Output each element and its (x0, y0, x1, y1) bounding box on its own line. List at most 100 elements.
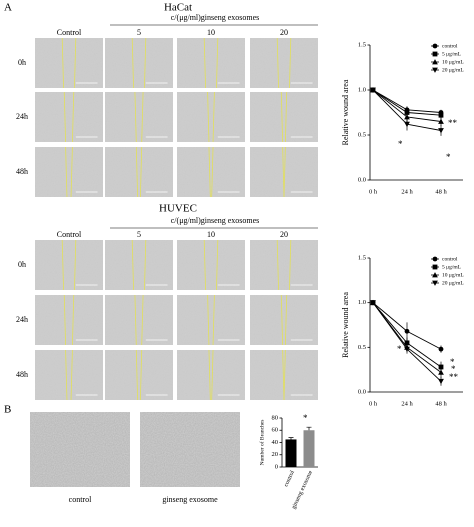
wound-edge (70, 349, 73, 401)
micrograph-texture (177, 147, 245, 197)
row-label: 48h (16, 167, 28, 176)
y-tick-label: 1.5 (358, 254, 366, 261)
row-label: 0h (18, 260, 26, 269)
wound-edge (63, 91, 66, 143)
micrograph-texture (177, 92, 245, 142)
significance-mark: ** (449, 372, 459, 382)
legend-marker (432, 67, 438, 73)
bar (285, 439, 297, 467)
legend-label: 20 μg/mL (442, 280, 464, 286)
y-tick-label: 60 (272, 427, 279, 434)
wound-edge (139, 146, 143, 198)
significance-mark: * (303, 413, 308, 423)
marker (438, 378, 444, 385)
wound-edge (280, 91, 284, 143)
marker (404, 114, 410, 120)
wound-edge (282, 349, 285, 401)
marker (370, 300, 376, 306)
wound-edge (276, 37, 279, 89)
x-tick-label: 0 h (369, 188, 378, 195)
wound-edge (61, 37, 64, 89)
wound-edge (61, 239, 64, 291)
wound-edge (139, 349, 143, 401)
wound-edge (72, 294, 75, 346)
legend-marker (432, 280, 438, 286)
micrograph-texture (105, 295, 173, 345)
y-axis-label: Number of Branches (258, 420, 265, 466)
wound-edge (284, 91, 288, 143)
legend-label: 5 μg/mL (442, 264, 462, 270)
marker (438, 369, 444, 375)
column-label: 5 (137, 28, 141, 37)
wound-edge (203, 239, 206, 291)
wound-edge (207, 294, 210, 346)
wound-edge (284, 294, 288, 346)
legend-marker (432, 256, 438, 262)
micrograph-texture (105, 38, 173, 88)
legend-marker (432, 272, 438, 278)
micrograph-texture (250, 295, 318, 345)
y-tick-label: 1.0 (358, 86, 366, 93)
group-title: HaCat (164, 2, 192, 14)
micrograph-texture (177, 295, 245, 345)
wound-edge (280, 294, 284, 346)
wound-edge (207, 91, 210, 143)
bar (303, 430, 315, 467)
wound-edge (276, 239, 279, 291)
wound-edge (135, 349, 139, 401)
x-tick-label: 48 h (435, 188, 447, 195)
wound-edge (63, 294, 66, 346)
wound-edge (141, 294, 144, 346)
x-tick-label: 24 h (401, 188, 413, 195)
wound-edge (131, 239, 134, 291)
micrograph-texture (30, 412, 130, 487)
marker (404, 328, 410, 334)
x-tick-label: 48 h (435, 400, 447, 407)
wound-edge (72, 91, 75, 143)
micrograph-texture (35, 92, 103, 142)
wound-edge (212, 294, 215, 346)
wound-edge (74, 37, 77, 89)
legend-label: 10 μg/mL (442, 272, 464, 278)
wound-edge (216, 37, 219, 89)
column-label: 5 (137, 230, 141, 239)
wound-edge (131, 37, 134, 89)
column-label: 10 (207, 28, 215, 37)
micrograph-texture (35, 38, 103, 88)
wound-edge (144, 37, 147, 89)
y-tick-label: 0.5 (358, 131, 366, 138)
wound-edge (203, 37, 206, 89)
row-label: 24h (16, 315, 28, 324)
y-tick-label: 0.5 (358, 344, 366, 351)
wound-edge (216, 239, 219, 291)
y-axis-label: Relative wound area (341, 292, 350, 358)
wound-edge (70, 146, 73, 198)
legend-label: 10 μg/mL (442, 59, 464, 65)
wound-edge (141, 91, 144, 143)
micrograph-texture (35, 350, 103, 400)
micrograph-texture (105, 147, 173, 197)
wound-edge (134, 91, 137, 143)
wound-edge (282, 146, 285, 198)
y-axis-label: Relative wound area (341, 79, 350, 145)
group-title: HUVEC (159, 203, 197, 215)
micrograph-texture (250, 240, 318, 290)
y-tick-label: 1.5 (358, 41, 366, 48)
micrograph-texture (105, 92, 173, 142)
x-tick-label: 24 h (401, 400, 413, 407)
marker (438, 346, 444, 352)
legend-marker (432, 59, 438, 65)
image-caption: ginseng exosome (162, 495, 218, 504)
column-label: 10 (207, 230, 215, 239)
group-header: c/(μg/ml)ginseng exosomes (171, 216, 260, 225)
legend-label: 20 μg/mL (442, 67, 464, 73)
micrograph-texture (177, 240, 245, 290)
wound-edge (208, 349, 211, 401)
significance-mark: * (450, 357, 455, 367)
legend-marker (432, 43, 438, 49)
wound-edge (212, 91, 215, 143)
error-bar (288, 437, 294, 440)
micrograph-texture (105, 240, 173, 290)
wound-edge (283, 146, 286, 198)
